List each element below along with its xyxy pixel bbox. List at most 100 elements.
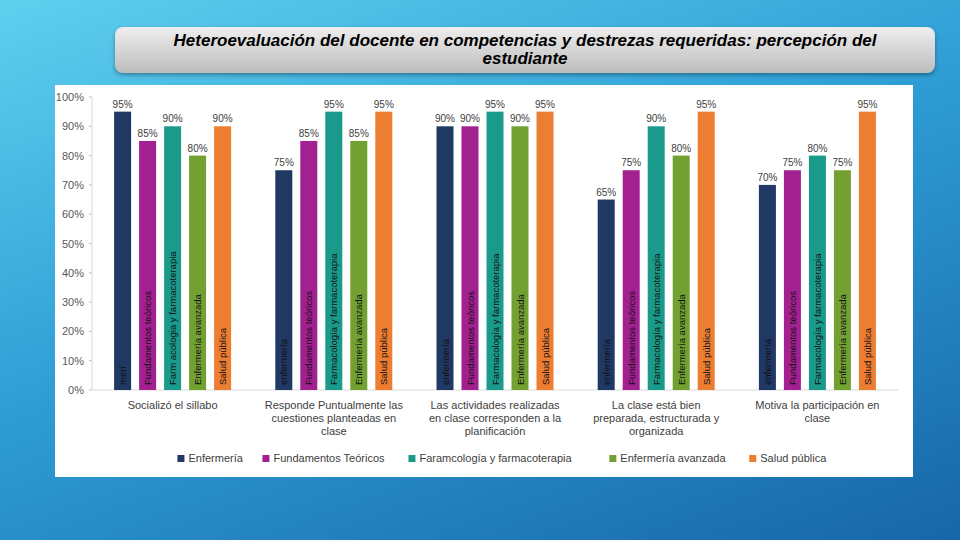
bar <box>139 141 156 390</box>
category-line: La clase está bien <box>612 399 701 411</box>
data-label: 90% <box>510 113 530 124</box>
bar-text: Enfermería avanzada <box>837 293 848 385</box>
bar <box>164 126 181 390</box>
data-label: 80% <box>188 143 208 154</box>
category-line: preparada, estructurada y <box>593 412 719 424</box>
category-line: clase <box>805 412 831 424</box>
data-label: 90% <box>435 113 455 124</box>
legend-swatch <box>609 455 616 462</box>
bar-text: Enfermería avanzada <box>676 293 687 385</box>
data-label: 95% <box>485 99 505 110</box>
category-label: La clase está bienpreparada, estructurad… <box>593 399 719 437</box>
legend-swatch <box>262 455 269 462</box>
bar <box>834 170 851 390</box>
category-line: cuestiones planteadas en <box>271 412 396 424</box>
data-label: 85% <box>138 128 158 139</box>
tick-label: 30% <box>62 296 84 308</box>
bar-text: Salud pública <box>378 327 389 385</box>
data-label: 95% <box>324 99 344 110</box>
bar-text: enfermería <box>601 338 612 385</box>
category-line: clase <box>321 425 347 437</box>
data-label: 80% <box>671 143 691 154</box>
data-label: 90% <box>646 113 666 124</box>
tick-label: 100% <box>56 91 84 103</box>
category-line: Responde Puntualmente las <box>265 399 404 411</box>
bar-text: Salud pública <box>217 327 228 385</box>
data-label: 65% <box>596 187 616 198</box>
bar-text: Farm acologia y farmacoterapia <box>167 251 178 385</box>
category-label: Socializó el sillabo <box>128 399 218 411</box>
category-label: Las actividades realizadasen clase corre… <box>429 399 562 437</box>
bar-text: Farmacología y farmacoterapia <box>812 253 823 385</box>
data-label: 90% <box>163 113 183 124</box>
bar <box>214 126 231 390</box>
bar <box>859 112 876 390</box>
bar-text: Salud pública <box>862 327 873 385</box>
data-label: 90% <box>213 113 233 124</box>
bar <box>300 141 317 390</box>
bar <box>325 112 342 390</box>
bar-text: Fundamentos teóricos <box>787 291 798 385</box>
legend-swatch <box>749 455 756 462</box>
bar-text: enfermería <box>762 338 773 385</box>
legend-swatch <box>177 455 184 462</box>
category-line: Las actividades realizadas <box>430 399 560 411</box>
bar-text: Farmacología y farmacoterapia <box>651 253 662 385</box>
category-line: Motiva la participación en <box>755 399 879 411</box>
category-line: organizada <box>629 425 684 437</box>
y-axis-line <box>92 97 93 390</box>
data-label: 95% <box>374 99 394 110</box>
title: Heteroevaluación del docente en competen… <box>115 27 935 73</box>
bar <box>189 156 206 390</box>
category-label: Responde Puntualmente lascuestiones plan… <box>265 399 404 437</box>
data-label: 90% <box>460 113 480 124</box>
bar-text: enfermería <box>440 338 451 385</box>
tick-label: 60% <box>62 208 84 220</box>
legend: Enfermería Fundamentos Teóricos Faramcolog… <box>177 452 827 464</box>
tick-label: 40% <box>62 267 84 279</box>
bar <box>759 185 776 390</box>
bar-text: merí <box>117 366 128 385</box>
category-line: en clase corresponden a la <box>429 412 562 424</box>
bar <box>537 112 554 390</box>
bar-text: Farmacología y farmacoterapia <box>328 253 339 385</box>
category-label: Motiva la participación enclase <box>755 399 879 424</box>
tick-label: 70% <box>62 179 84 191</box>
legend-swatch <box>408 455 415 462</box>
legend-label: Fundamentos Teóricos <box>273 452 385 464</box>
bar <box>487 112 504 390</box>
tick-label: 20% <box>62 325 84 337</box>
labels: 95% merí 85% Fundamentos teóricos 90% Farm ac… <box>113 99 878 385</box>
data-label: 75% <box>274 157 294 168</box>
bar-text: Salud pública <box>540 327 551 385</box>
data-label: 75% <box>621 157 641 168</box>
bar-text: Enfermería avanzada <box>192 293 203 385</box>
legend-label: Enfermería <box>188 452 243 464</box>
tick-label: 80% <box>62 150 84 162</box>
bar-text: Fundamentos teóricos <box>626 291 637 385</box>
bar <box>437 126 454 390</box>
data-label: 95% <box>535 99 555 110</box>
bar <box>350 141 367 390</box>
bar <box>275 170 292 390</box>
bar <box>784 170 801 390</box>
legend-label: Enfermería avanzada <box>620 452 726 464</box>
data-label: 95% <box>696 99 716 110</box>
data-label: 80% <box>807 143 827 154</box>
data-label: 95% <box>857 99 877 110</box>
legend-label: Salud pública <box>760 452 827 464</box>
bar <box>648 126 665 390</box>
bar <box>114 112 131 390</box>
bar-text: Enfermería avanzada <box>515 293 526 385</box>
bar <box>623 170 640 390</box>
bar <box>809 156 826 390</box>
tick-label: 0% <box>68 384 84 396</box>
data-label: 85% <box>299 128 319 139</box>
category-line: planificación <box>465 425 526 437</box>
bar-text: Farmacología y farmacoterapia <box>490 253 501 385</box>
tick-label: 50% <box>62 238 84 250</box>
legend-label: Faramcología y farmacoterapia <box>419 452 572 464</box>
bar-text: Enfermería avanzada <box>353 293 364 385</box>
category-line: Socializó el sillabo <box>128 399 218 411</box>
data-label: 95% <box>113 99 133 110</box>
